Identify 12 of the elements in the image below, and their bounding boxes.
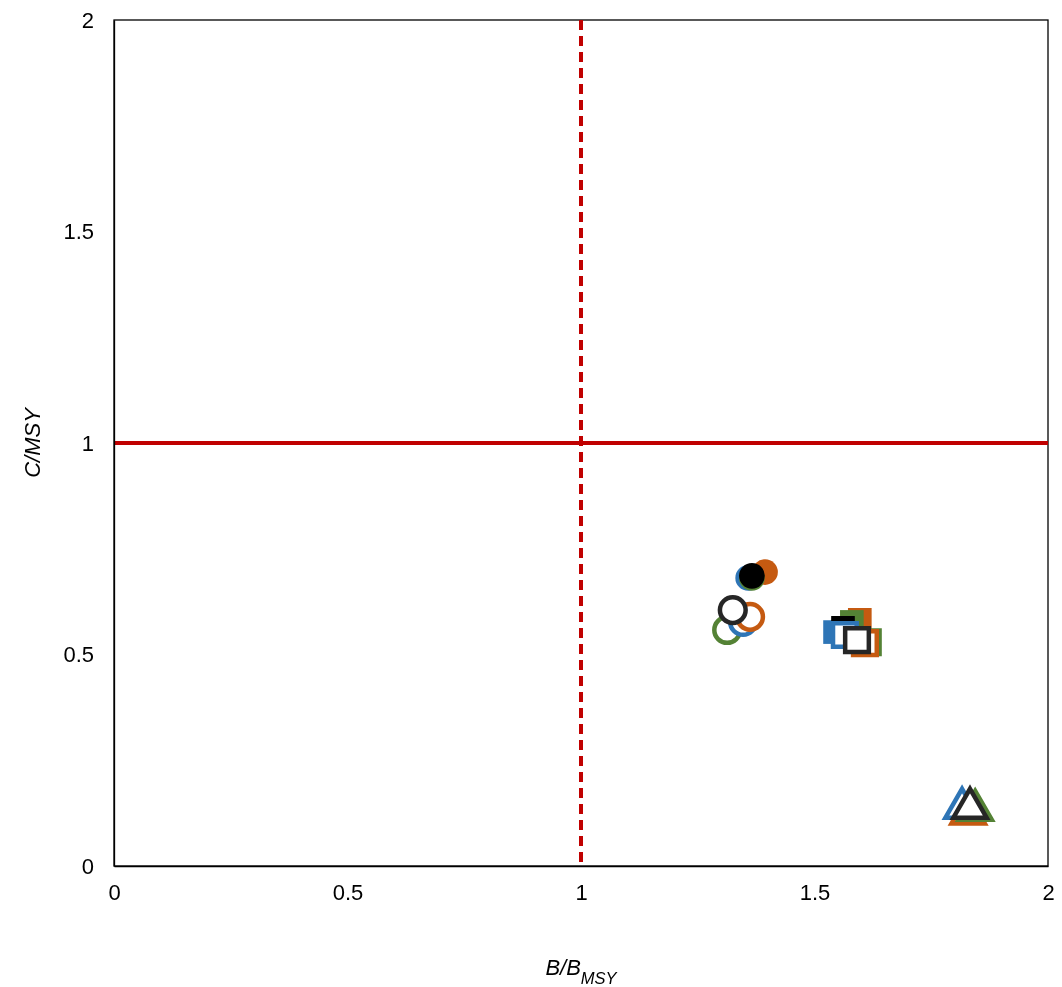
- x-tick-label: 0: [108, 879, 121, 905]
- x-tick-label: 0.5: [332, 879, 364, 905]
- y-tick-label: 0: [81, 853, 94, 879]
- x-axis-title: B/B$_{MSY}$: [545, 955, 618, 987]
- y-tick-label: 0.5: [63, 642, 94, 668]
- y-tick-label: 1: [81, 430, 94, 456]
- y-tick-label: 2: [81, 7, 94, 33]
- x-tick-label: 1.5: [799, 879, 831, 905]
- y-tick-label: 1.5: [63, 219, 94, 245]
- y-axis-title: C/MSY: [20, 406, 45, 478]
- x-tick-label: 2: [1042, 879, 1055, 905]
- x-tick-label: 1: [575, 879, 588, 905]
